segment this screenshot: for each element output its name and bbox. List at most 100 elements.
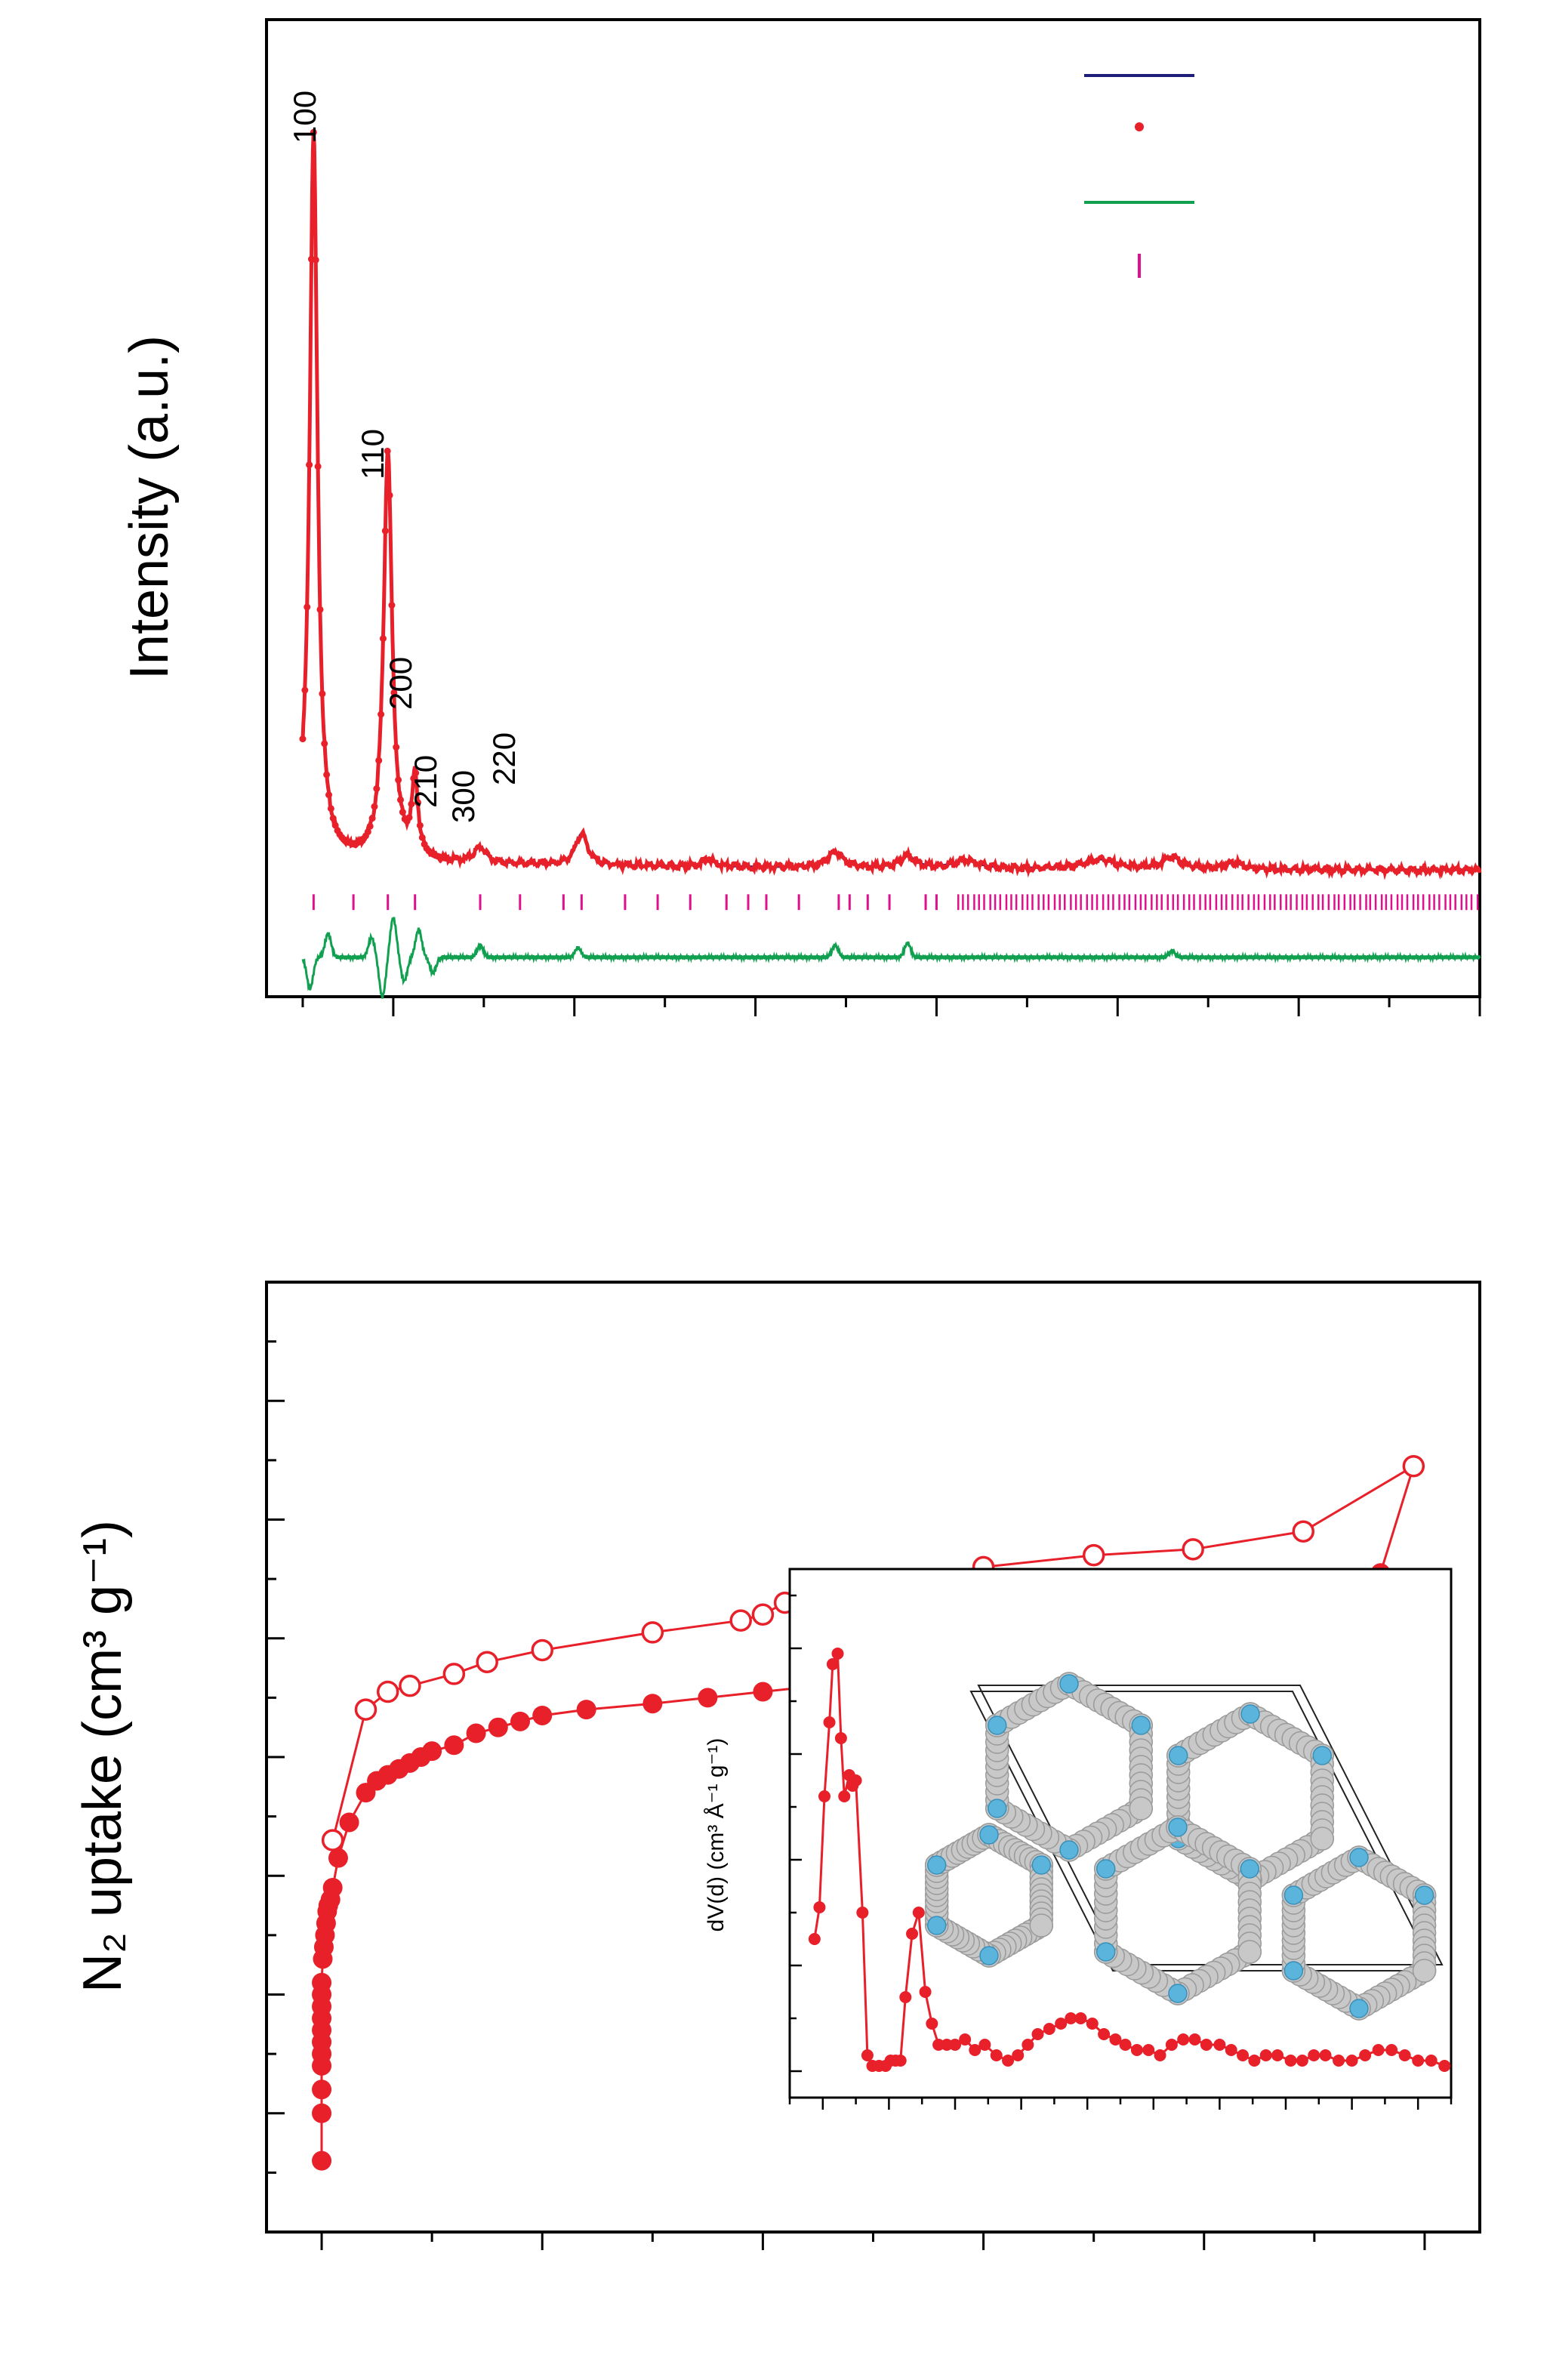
isotherm-y-axis-label: N₂ uptake (cm³ g⁻¹) [72, 1520, 133, 1993]
desorption-point [641, 1621, 664, 1644]
pxrd-x-ticks [301, 997, 1481, 1016]
desorption-point [1292, 1520, 1315, 1543]
psd-point [1154, 2049, 1166, 2061]
psd-ticks [788, 1594, 1453, 2110]
psd-point [1012, 2049, 1025, 2061]
peak-miller-index-label: 200 [383, 657, 418, 710]
psd-point [838, 1790, 851, 1802]
framework-nitrogen-atom [1168, 1746, 1188, 1765]
framework-nitrogen-atom [1031, 1855, 1052, 1875]
desorption-point [729, 1609, 752, 1632]
pxrd-observed-point [329, 815, 337, 822]
psd-point [1259, 2049, 1272, 2061]
psd-point [1284, 2055, 1297, 2067]
psd-point [906, 1928, 919, 1940]
pxrd-observed-point [316, 606, 324, 613]
pxrd-observed-point [410, 775, 418, 782]
legend-dot-marker [1135, 122, 1144, 131]
psd-point [1165, 2039, 1178, 2051]
adsorption-point [312, 2079, 332, 2100]
adsorption-point [322, 1877, 343, 1898]
desorption-point [321, 1829, 344, 1851]
pxrd-observed-point [396, 796, 404, 803]
psd-point [1065, 2012, 1077, 2024]
peak-miller-index-label: 110 [355, 429, 390, 479]
framework-nitrogen-atom [987, 1716, 1007, 1735]
psd-point [1022, 2039, 1034, 2051]
framework-atom [1412, 1959, 1437, 1983]
psd-point [849, 1774, 862, 1787]
framework-nitrogen-atom [1168, 1984, 1188, 2003]
psd-point [818, 1790, 830, 1802]
psd-point [1372, 2044, 1385, 2056]
adsorption-point [466, 1723, 486, 1743]
pxrd-observed-point [418, 834, 426, 841]
isotherm-ticks [267, 1340, 1426, 2250]
pxrd-observed-point [371, 803, 378, 810]
framework-nitrogen-atom [1095, 1942, 1116, 1962]
framework-nitrogen-atom [926, 1916, 947, 1935]
pxrd-observed-point [299, 735, 307, 743]
framework-nitrogen-atom [1240, 1704, 1260, 1724]
framework-atom [1129, 1796, 1154, 1820]
psd-point [1438, 2060, 1451, 2072]
psd-point [926, 2018, 938, 2030]
framework-nitrogen-atom [1349, 1999, 1369, 2018]
psd-point [1237, 2049, 1250, 2061]
pxrd-observed-point [390, 689, 398, 696]
psd-point [1248, 2055, 1261, 2067]
pxrd-observed-point [314, 463, 322, 470]
pxrd-observed-point [323, 771, 331, 778]
pxrd-observed-point [366, 822, 374, 830]
psd-point [1142, 2044, 1155, 2056]
framework-nitrogen-atom [1240, 1859, 1260, 1879]
pxrd-observed-point [375, 757, 383, 764]
psd-point [894, 2055, 907, 2067]
psd-point [834, 1732, 847, 1744]
framework-nitrogen-atom [979, 1946, 999, 1965]
pxrd-observed-point [416, 822, 424, 829]
psd-point [1188, 2033, 1201, 2046]
adsorption-point [312, 2103, 332, 2123]
pxrd-difference-curve [301, 917, 1481, 999]
pxrd-observed-point [301, 686, 309, 694]
psd-point [1425, 2055, 1438, 2067]
psd-point [959, 2033, 972, 2046]
desorption-point [751, 1603, 775, 1626]
desorption-point [531, 1639, 553, 1662]
pxrd-calculated-line [301, 132, 1480, 871]
psd-point [823, 1716, 836, 1728]
psd-point [1086, 2018, 1099, 2030]
psd-point [1055, 2018, 1068, 2030]
framework-nitrogen-atom [1283, 1961, 1304, 1981]
adsorption-point [444, 1735, 464, 1756]
psd-point [1359, 2049, 1372, 2061]
psd-point [1130, 2044, 1143, 2056]
pxrd-observed-point [331, 822, 339, 829]
framework-nitrogen-atom [926, 1855, 947, 1875]
psd-point [1200, 2039, 1213, 2051]
psd-point [1043, 2023, 1055, 2035]
pxrd-plot-frame [265, 18, 1481, 998]
pxrd-legend [1084, 74, 1194, 278]
psd-point [1308, 2049, 1320, 2061]
unit-cell-outline [977, 1685, 1444, 1965]
pxrd-observed-point [310, 128, 317, 136]
psd-y-axis-label: dV(d) (cm³ Å⁻¹ g⁻¹) [704, 1738, 729, 1932]
pxrd-observed-point [405, 814, 413, 822]
isotherm-panel: N₂ uptake (cm³ g⁻¹) dV(d) (cm³ Å⁻¹ g⁻¹) [72, 1281, 1481, 2250]
psd-point [1345, 2055, 1358, 2067]
psd-point [1385, 2044, 1398, 2056]
pxrd-observed-point [377, 711, 385, 718]
pxrd-observed-point [325, 791, 333, 799]
peak-miller-index-label: 100 [287, 91, 322, 143]
psd-point [1296, 2055, 1308, 2067]
adsorption-point [339, 1812, 359, 1833]
adsorption-point [510, 1711, 531, 1731]
desorption-point [399, 1674, 421, 1697]
psd-point [861, 2049, 874, 2061]
desorption-point [376, 1680, 399, 1703]
psd-point [1412, 2055, 1425, 2067]
